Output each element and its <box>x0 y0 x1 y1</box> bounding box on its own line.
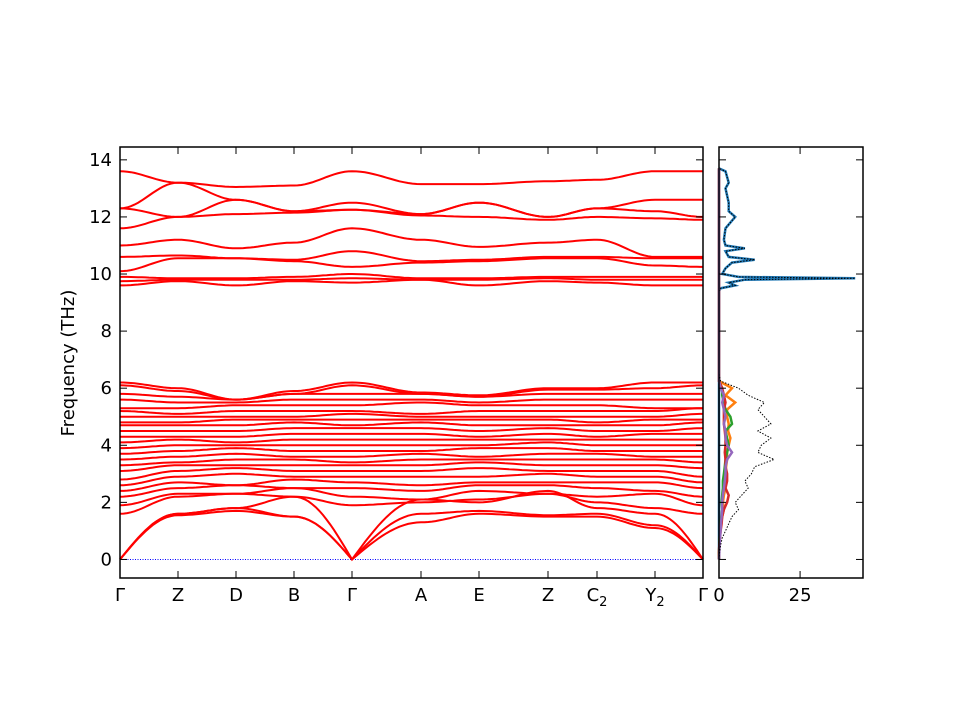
x-tick-label-8: C2 <box>587 585 608 610</box>
band-4 <box>119 227 703 258</box>
y-tick-label: 2 <box>101 492 112 513</box>
x-tick-label-6: E <box>473 585 484 606</box>
band-15 <box>119 484 704 498</box>
band-20 <box>119 458 703 467</box>
band-21 <box>120 452 703 461</box>
dos-plot: 0 25 <box>713 146 864 606</box>
band-11 <box>119 509 704 561</box>
dos-x-tick-label: 0 <box>713 585 724 606</box>
band-27 <box>120 421 704 427</box>
band-axes-frame <box>119 146 704 579</box>
dos-axes-frame <box>718 146 864 579</box>
x-tick-label-5: A <box>415 585 428 606</box>
x-tick-label-10: Γ <box>698 585 708 606</box>
x-tick-label-0: Γ <box>115 585 125 606</box>
band-14 <box>119 487 704 507</box>
band-16 <box>120 478 704 492</box>
y-tick-label: 0 <box>101 549 112 570</box>
band-25 <box>120 432 703 438</box>
band-18 <box>119 467 704 481</box>
band-26 <box>120 427 704 432</box>
dos-x-tick-label: 25 <box>789 585 812 606</box>
band-35 <box>120 381 703 401</box>
x-tick-label-9: Y2 <box>644 585 664 610</box>
x-tick-label-4: Γ <box>347 585 357 606</box>
x-tick-label-3: B <box>288 585 300 606</box>
y-tick-label: 10 <box>89 264 112 285</box>
band-23 <box>120 441 703 450</box>
y-tick-label: 8 <box>101 321 112 342</box>
band-2 <box>120 198 703 218</box>
y-axis-label: Frequency (THz) <box>58 290 79 437</box>
band-3 <box>119 208 703 230</box>
band-22 <box>120 447 703 455</box>
band-19 <box>119 461 703 472</box>
x-tick-label-1: Z <box>172 585 184 606</box>
band-17 <box>120 472 704 487</box>
band-9 <box>120 278 703 287</box>
dos-total <box>718 167 856 560</box>
y-tick-label: 12 <box>89 207 112 228</box>
y-tick-label: 4 <box>101 435 112 456</box>
y-tick-label: 14 <box>89 150 112 171</box>
band-32 <box>120 398 703 404</box>
band-7 <box>120 273 703 280</box>
y-tick-label: 6 <box>101 378 112 399</box>
band-31 <box>120 401 703 410</box>
band-28 <box>120 418 703 424</box>
band-30 <box>119 407 703 415</box>
x-tick-label-7: Z <box>542 585 554 606</box>
band-0 <box>119 170 703 189</box>
band-24 <box>120 438 703 444</box>
band-29 <box>120 412 703 418</box>
band-6 <box>119 257 703 273</box>
x-tick-label-2: D <box>229 585 243 606</box>
